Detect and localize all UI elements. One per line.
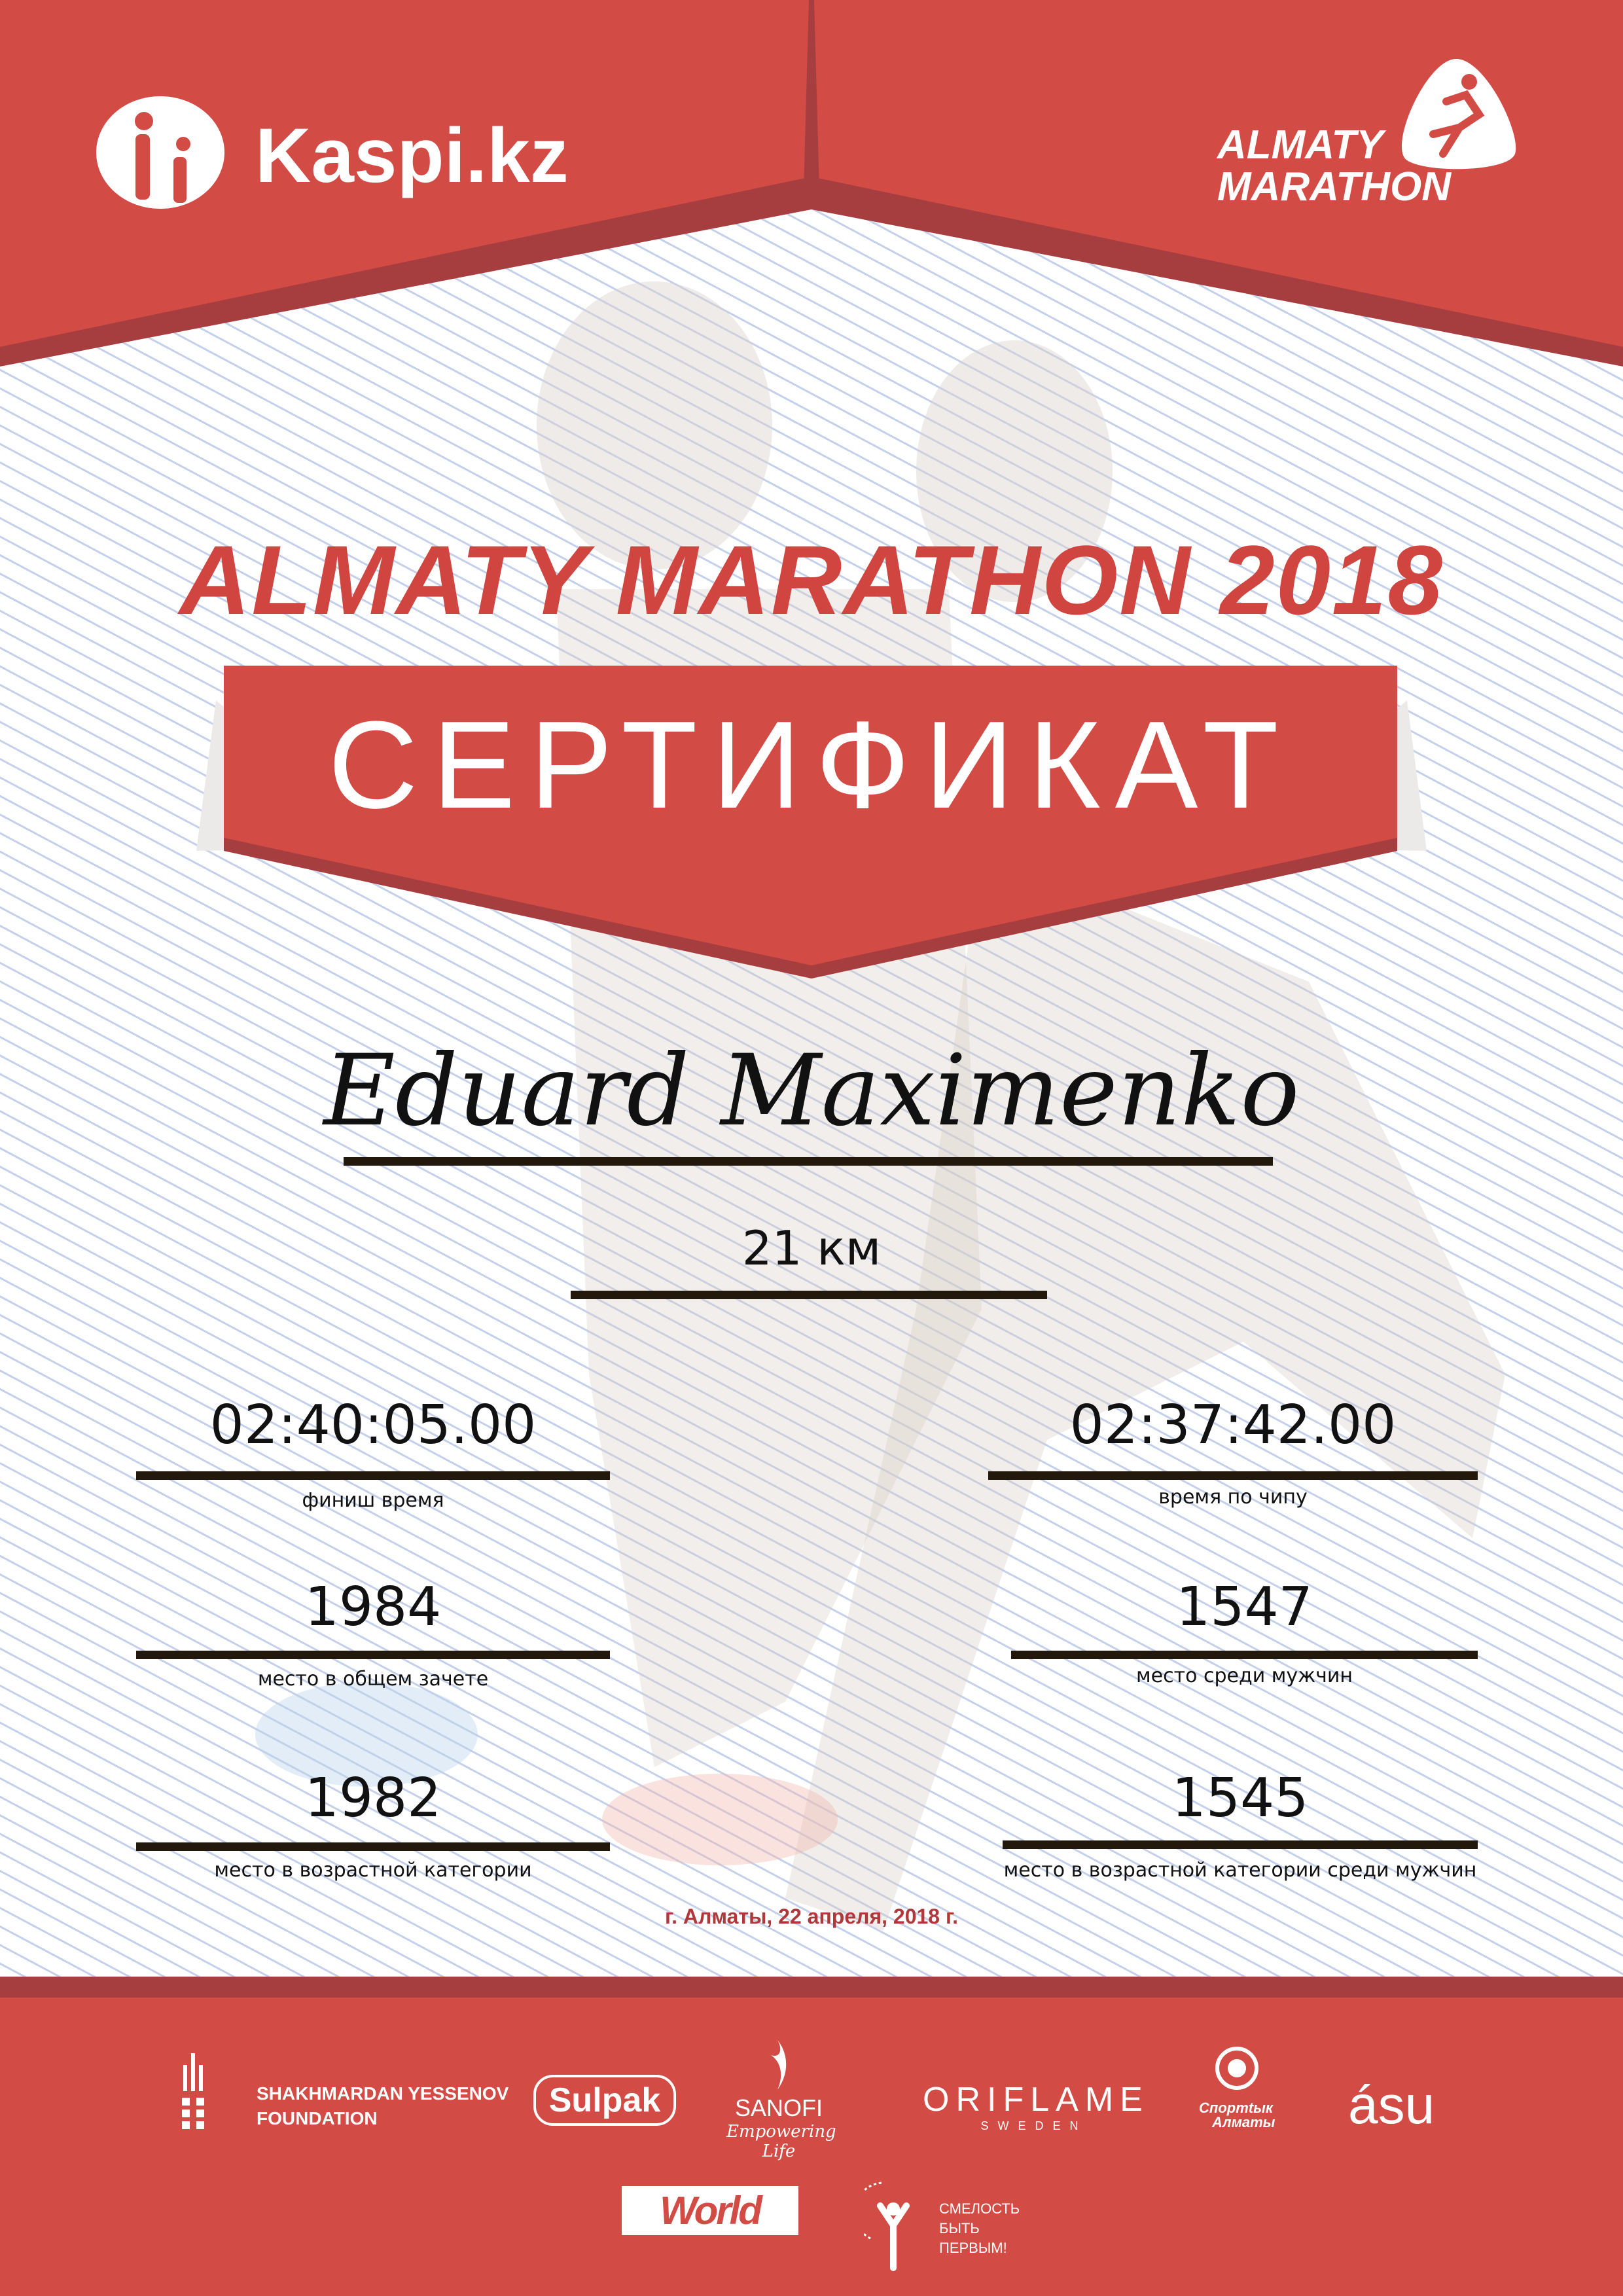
divider	[136, 1651, 610, 1659]
footer-band	[0, 1977, 1623, 1998]
fund-logo-icon	[864, 2181, 910, 2271]
almaty-marathon-logo-icon	[1401, 59, 1516, 170]
divider	[136, 1471, 610, 1480]
male-place-label: место среди мужчин	[1136, 1664, 1353, 1687]
fund-line-1: СМЕЛОСТЬ	[939, 2200, 1020, 2217]
yessenov-line-1: SHAKHMARDAN YESSENOV	[257, 2083, 509, 2104]
distance: 21 км	[741, 1221, 882, 1276]
header-banner	[0, 0, 1623, 367]
sanofi-logo-icon	[771, 2040, 787, 2090]
name-underline	[344, 1157, 1273, 1166]
divider	[136, 1842, 610, 1851]
kaspi-logo-icon	[96, 96, 224, 209]
chip-time-value: 02:37:42.00	[1069, 1394, 1397, 1456]
male-place-value: 1547	[1176, 1576, 1313, 1638]
age-place-value: 1982	[304, 1767, 442, 1829]
partners-footer: SHAKHMARDAN YESSENOV FOUNDATION Sulpak S…	[0, 1977, 1623, 2296]
certificate-banner	[196, 666, 1427, 978]
place-date: г. Алматы, 22 апреля, 2018 г.	[665, 1905, 958, 1928]
fund-line-3: ПЕРВЫМ!	[939, 2240, 1007, 2256]
almaty-marathon-logo-text: ALMATY MARATHON	[1217, 124, 1451, 208]
divider	[1003, 1840, 1478, 1849]
sanofi-logo-text: SANOFI Empowering Life	[726, 2094, 836, 2161]
oriflame-name: ORIFLAME	[923, 2081, 1149, 2119]
logo-line-1: ALMATY	[1217, 122, 1383, 168]
yessenov-logo-text: SHAKHMARDAN YESSENOV FOUNDATION	[257, 2081, 508, 2131]
overall-place-value: 1984	[304, 1576, 442, 1638]
overall-place-label: место в общем зачете	[257, 1668, 489, 1691]
yessenov-line-2: FOUNDATION	[257, 2108, 378, 2128]
sport-almaty-line-1: Спортtык	[1199, 2100, 1274, 2116]
divider	[988, 1471, 1478, 1480]
logo-line-2: MARATHON	[1217, 164, 1452, 209]
participant-name: Eduard Maximenko	[323, 1034, 1300, 1148]
sport-almaty-line-2: Алматы	[1212, 2114, 1275, 2130]
sulpak-logo: Sulpak	[533, 2075, 676, 2126]
sport-almaty-logo-text: Спортtык Алматы	[1199, 2101, 1275, 2130]
finish-time-value: 02:40:05.00	[209, 1394, 537, 1456]
oriflame-logo: ORIFLAME SWEDEN	[923, 2080, 1145, 2133]
chip-time-label: время по чипу	[1158, 1486, 1308, 1509]
sanofi-tagline: Empowering Life	[726, 2122, 836, 2161]
sport-almaty-logo-icon	[1215, 2047, 1258, 2090]
worldclass-logo: World Class	[622, 2186, 798, 2282]
yessenov-logo-icon	[182, 2053, 204, 2129]
asu-logo: ásu	[1348, 2075, 1435, 2135]
kaspi-logo-text: Kaspi.kz	[255, 113, 569, 199]
divider	[1011, 1651, 1478, 1659]
finish-time-label: финиш время	[302, 1489, 444, 1512]
fund-line-2: БЫТЬ	[939, 2220, 980, 2236]
event-title: ALMATY MARATHON 2018	[179, 525, 1444, 635]
sanofi-name: SANOFI	[734, 2094, 823, 2121]
male-age-place-label: место в возрастной категории среди мужчи…	[1003, 1859, 1477, 1882]
male-age-place-value: 1545	[1171, 1767, 1309, 1829]
fund-logo-text: СМЕЛОСТЬ БЫТЬ ПЕРВЫМ!	[939, 2199, 1020, 2258]
oriflame-sub: SWEDEN	[980, 2119, 1088, 2132]
age-place-label: место в возрастной категории	[214, 1859, 532, 1882]
certificate-label: СЕРТИФИКАТ	[328, 696, 1293, 834]
distance-underline	[571, 1291, 1047, 1299]
